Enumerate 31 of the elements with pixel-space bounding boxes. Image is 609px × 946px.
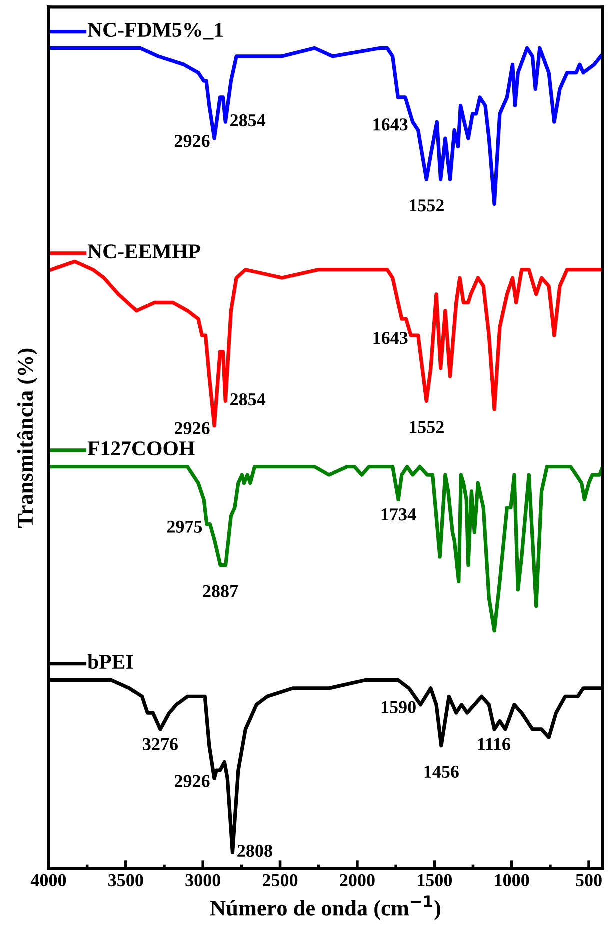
x-axis-title: Número de onda (cm$^{−1}$)	[210, 896, 440, 920]
x-tick-label: 2500	[262, 874, 298, 887]
annotation: 2926	[174, 775, 210, 788]
x-tick-label: 1500	[418, 874, 452, 887]
x-tick-label: 3500	[108, 874, 144, 887]
legend-label: NC-EEMHP	[88, 244, 200, 259]
annotation: 2854	[230, 114, 266, 127]
annotation: 1552	[410, 421, 444, 434]
annotation: 2975	[167, 520, 202, 533]
annotation: 3276	[143, 738, 178, 751]
annotation: 1734	[382, 508, 416, 521]
x-tick-label: 4000	[30, 874, 66, 887]
legend-label: F127COOH	[88, 442, 195, 456]
x-tick-label: 500	[576, 874, 602, 887]
x-tick-label: 3000	[186, 874, 220, 887]
x-tick-label: 1000	[495, 874, 530, 887]
annotation: 1456	[424, 766, 459, 778]
annotation: 1643	[374, 332, 408, 344]
y-axis-title: Transmitância (%)	[17, 348, 38, 528]
legend-label: NC-FDM5%_1	[88, 22, 223, 40]
annotation: 1552	[410, 200, 444, 212]
annotation: 2887	[203, 585, 238, 598]
x-tick-label: 2000	[340, 874, 375, 887]
annotation: 1590	[382, 701, 416, 714]
legend-label: bPEI	[88, 654, 134, 670]
annotation: 2926	[174, 422, 210, 434]
annotation: 2854	[230, 393, 266, 406]
annotation: 1643	[374, 118, 408, 131]
annotation: 2926	[174, 135, 210, 148]
annotation: 2808	[238, 844, 272, 858]
annotation: 1116	[478, 738, 510, 751]
